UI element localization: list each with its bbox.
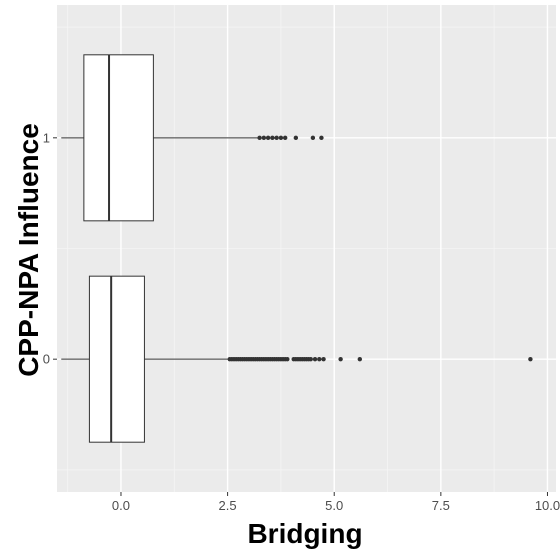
outlier-point bbox=[319, 135, 324, 141]
y-tick-label: 1 bbox=[43, 130, 50, 145]
x-axis: 0.0 2.5 5.0 7.5 10.0 bbox=[112, 492, 560, 513]
outlier-point bbox=[257, 135, 262, 141]
y-tick-label: 0 bbox=[43, 352, 50, 367]
x-tick-label: 7.5 bbox=[432, 498, 450, 513]
outlier-point bbox=[265, 135, 271, 141]
boxplot-groups bbox=[61, 54, 533, 443]
y-axis-title: CPP-NPA Influence bbox=[13, 123, 44, 377]
x-tick-label: 0.0 bbox=[112, 498, 130, 513]
outlier-point bbox=[270, 135, 275, 141]
box-iqr bbox=[83, 54, 154, 222]
box-iqr bbox=[88, 275, 145, 443]
outlier-point bbox=[278, 135, 284, 141]
box-group-0 bbox=[61, 275, 533, 443]
outlier-point bbox=[528, 356, 533, 362]
outlier-point bbox=[310, 135, 316, 141]
outlier-point bbox=[282, 135, 288, 141]
x-tick-label: 5.0 bbox=[325, 498, 343, 513]
x-tick-label: 2.5 bbox=[219, 498, 237, 513]
outlier-point bbox=[317, 356, 322, 362]
outlier-point bbox=[321, 356, 326, 362]
outlier-point bbox=[338, 356, 343, 362]
box-group-1 bbox=[61, 54, 324, 222]
outlier-point bbox=[357, 356, 363, 362]
outlier-point bbox=[312, 356, 318, 362]
outlier-point bbox=[293, 135, 299, 141]
outlier-point bbox=[261, 135, 267, 141]
outlier-point bbox=[274, 135, 279, 141]
outlier-point bbox=[308, 356, 313, 362]
minor-gridlines-y bbox=[57, 26, 556, 471]
y-axis: 01 bbox=[43, 130, 57, 367]
outlier-point bbox=[285, 356, 290, 362]
x-tick-label: 10.0 bbox=[535, 498, 560, 513]
x-axis-title: Bridging bbox=[247, 518, 362, 549]
